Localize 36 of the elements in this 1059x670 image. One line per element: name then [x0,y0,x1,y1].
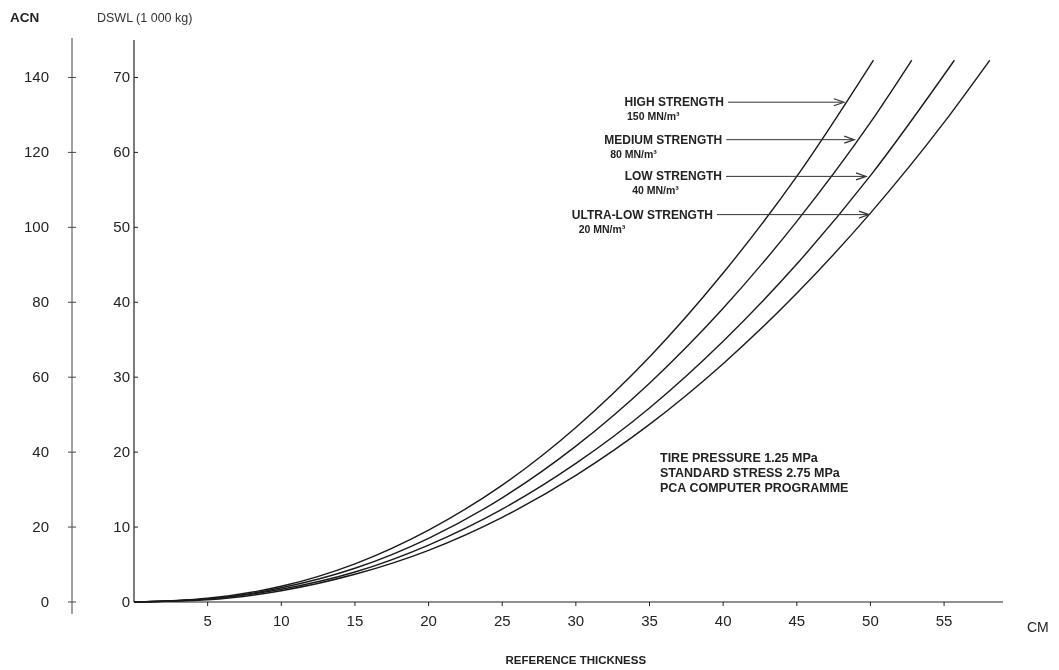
x-tick-label: 40 [714,612,732,629]
text: CM [1027,619,1049,635]
x-tick-label: 5 [203,612,212,629]
x-tick-label: 15 [346,612,364,629]
x-tick-label: 45 [788,612,806,629]
y2-tick-label: 40 [32,443,49,461]
y-tick-label: 30 [113,368,130,386]
x-tick-label: 50 [862,612,879,629]
x-tick-label: 30 [567,612,585,629]
annotation: HIGH STRENGTH 150 MN/m³ [624,95,724,123]
y-tick-label: 40 [113,293,130,311]
annotation: LOW STRENGTH 40 MN/m³ [624,169,723,197]
y-tick-label: 20 [113,443,130,461]
annotation: ULTRA-LOW STRENGTH 20 MN/m³ [571,207,713,235]
x-tick-label: 35 [641,612,658,629]
y2-tick-label: 0 [40,593,49,610]
x-tick-label: 10 [272,612,290,629]
annotation: MEDIUM STRENGTH 80 MN/m³ [604,132,723,160]
x-tick-label: 25 [493,612,511,629]
annotation: TIRE PRESSURE 1.25 MPa STANDARD STRESS 2.75 MPa PCA COMPUTER PROGRAMME [660,451,849,495]
y2-axis-title: ACN [10,10,40,25]
x-tick-label: 55 [935,612,953,629]
y-tick-label: 50 [113,218,130,236]
y-tick-label: 10 [113,518,130,536]
y-axis-title: DSWL (1 000 kg) [97,11,193,25]
x-tick-label: 20 [420,612,437,629]
y2-tick-label: 140 [23,68,49,86]
y2-tick-label: 120 [23,143,49,161]
y2-tick-label: 80 [32,293,49,311]
y-tick-label: 70 [113,68,130,86]
y2-tick-label: 20 [32,518,49,536]
y2-tick-label: 100 [23,218,49,236]
y2-tick-label: 60 [32,368,49,386]
x-axis-title: REFERENCE THICKNESS [505,654,647,666]
y-tick-label: 0 [121,593,130,610]
y-tick-label: 60 [113,143,130,161]
